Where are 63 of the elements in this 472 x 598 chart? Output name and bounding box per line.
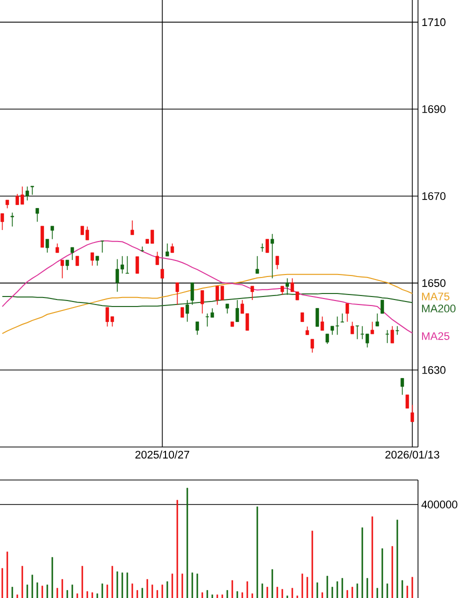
candlestick: [376, 313, 380, 327]
candlestick: [130, 220, 134, 236]
candlestick: [200, 290, 204, 314]
candlestick: [26, 186, 29, 201]
candlestick: [250, 286, 254, 300]
candlestick: [50, 226, 54, 240]
candlestick: [176, 282, 180, 306]
x-tick-label: 2026/01/13: [385, 450, 440, 459]
candlestick: [386, 330, 390, 344]
candlestick: [166, 243, 170, 257]
candlestick: [156, 251, 159, 266]
candlestick: [406, 394, 410, 409]
candlestick: [300, 312, 304, 322]
candlestick: [40, 226, 44, 248]
candlestick: [400, 378, 404, 396]
candlestick: [126, 256, 129, 274]
candlestick: [10, 212, 14, 227]
candlestick: [350, 321, 354, 334]
series-label: MA75: [422, 292, 450, 300]
series-label: MA200: [422, 304, 456, 312]
candlestick: [0, 213, 4, 230]
candlestick: [380, 300, 384, 314]
candlestick: [286, 278, 290, 296]
candlestick: [186, 300, 190, 322]
candlestick: [320, 316, 324, 331]
candlestick: [236, 300, 240, 322]
candlestick: [276, 256, 280, 270]
candlestick: [60, 260, 64, 279]
candlestick: [370, 321, 374, 334]
candlestick: [326, 334, 330, 344]
candlestick: [90, 252, 94, 266]
candlestick: [346, 303, 350, 322]
candlestick: [46, 238, 49, 254]
candlestick: [136, 256, 139, 274]
candlestick: [160, 268, 164, 279]
text: 400000: [421, 500, 458, 508]
candlestick: [96, 256, 99, 266]
y-tick-label: 1630: [422, 366, 446, 374]
series-label: MA25: [422, 332, 450, 340]
candlestick: [190, 282, 194, 306]
y-tick-label: 1670: [422, 192, 446, 200]
candlestick: [356, 325, 360, 340]
candlestick: [100, 240, 104, 254]
candlestick: [256, 256, 260, 274]
y-tick-label: 1710: [422, 18, 446, 26]
candlestick: [56, 243, 59, 254]
x-tick-label: 2025/10/27: [135, 450, 190, 459]
candlestick: [310, 338, 314, 354]
candlestick: [226, 304, 230, 314]
candlestick: [270, 234, 274, 279]
candlestick: [266, 238, 270, 254]
candlestick: [410, 404, 414, 422]
candlestick: [170, 243, 174, 254]
y-tick-label: 1650: [422, 279, 446, 287]
y-tick-label: 1690: [422, 105, 446, 114]
candlestick: [180, 307, 184, 318]
candlestick: [390, 326, 394, 344]
candlestick: [76, 256, 79, 266]
candlestick: [70, 247, 74, 260]
candlestick: [196, 321, 200, 336]
candlestick: [66, 260, 69, 270]
candlestick: [36, 208, 39, 222]
candlestick: [316, 308, 320, 327]
